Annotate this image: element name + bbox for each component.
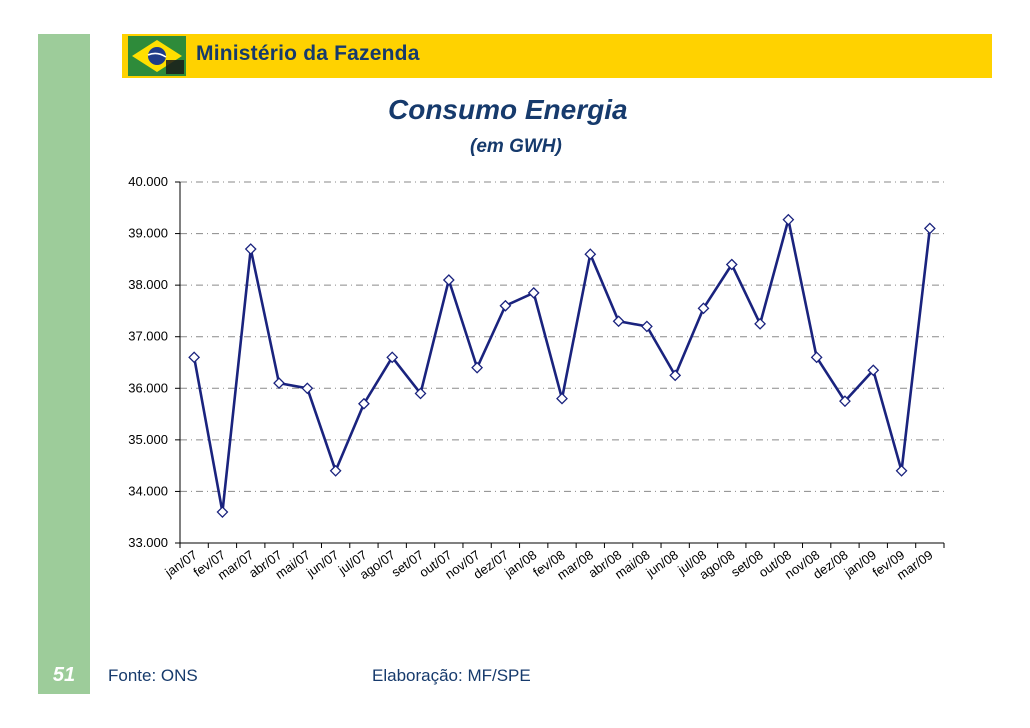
- data-point: [810, 351, 823, 364]
- slide-number: 51: [52, 664, 76, 686]
- data-point: [612, 315, 625, 328]
- data-point: [244, 243, 257, 255]
- y-tick-label: 38.000: [128, 277, 168, 292]
- data-point: [301, 382, 314, 395]
- header-bar: [122, 34, 992, 78]
- data-point: [329, 464, 342, 477]
- data-point: [725, 258, 738, 271]
- data-point: [442, 274, 455, 286]
- data-point: [867, 364, 880, 377]
- data-point: [188, 351, 201, 364]
- source-note: Fonte: ONS: [108, 666, 198, 685]
- data-point: [386, 351, 399, 364]
- data-point: [895, 464, 908, 477]
- elaboration-note: Elaboração: MF/SPE: [372, 666, 531, 685]
- x-tick-label: jun/07: [303, 547, 341, 580]
- chart-subtitle: (em GWH): [470, 136, 562, 157]
- data-point: [358, 397, 370, 410]
- data-point: [754, 317, 766, 330]
- data-point: [556, 392, 568, 405]
- data-point: [414, 387, 427, 400]
- data-point: [923, 222, 936, 235]
- y-tick-label: 34.000: [128, 483, 168, 498]
- data-point: [839, 395, 851, 408]
- data-point: [669, 369, 682, 382]
- data-point: [471, 361, 484, 374]
- x-tick-label: jan/08: [501, 547, 539, 580]
- series-line: [192, 218, 932, 514]
- data-point: [697, 302, 710, 315]
- y-tick-label: 36.000: [128, 380, 168, 395]
- data-point: [273, 377, 285, 390]
- frame-corner: [38, 34, 138, 134]
- y-tick-label: 33.000: [128, 535, 168, 550]
- y-tick-label: 35.000: [128, 432, 168, 447]
- data-point: [216, 506, 229, 518]
- chart-title: Consumo Energia: [388, 94, 628, 125]
- brazil-flag-logo-icon: [128, 36, 186, 76]
- ministry-title: Ministério da Fazenda: [196, 42, 420, 65]
- x-tick-label: jun/08: [642, 547, 680, 580]
- data-point: [527, 286, 540, 299]
- data-point: [640, 320, 653, 333]
- y-tick-label: 37.000: [128, 329, 168, 344]
- data-point: [499, 299, 512, 312]
- data-point: [782, 213, 795, 226]
- x-tick-label: jan/09: [841, 547, 879, 580]
- x-tick-label: jan/07: [161, 547, 199, 580]
- y-tick-label: 40.000: [128, 174, 168, 189]
- data-point: [584, 248, 597, 261]
- y-tick-label: 39.000: [128, 226, 168, 241]
- left-accent-bar: [38, 34, 90, 694]
